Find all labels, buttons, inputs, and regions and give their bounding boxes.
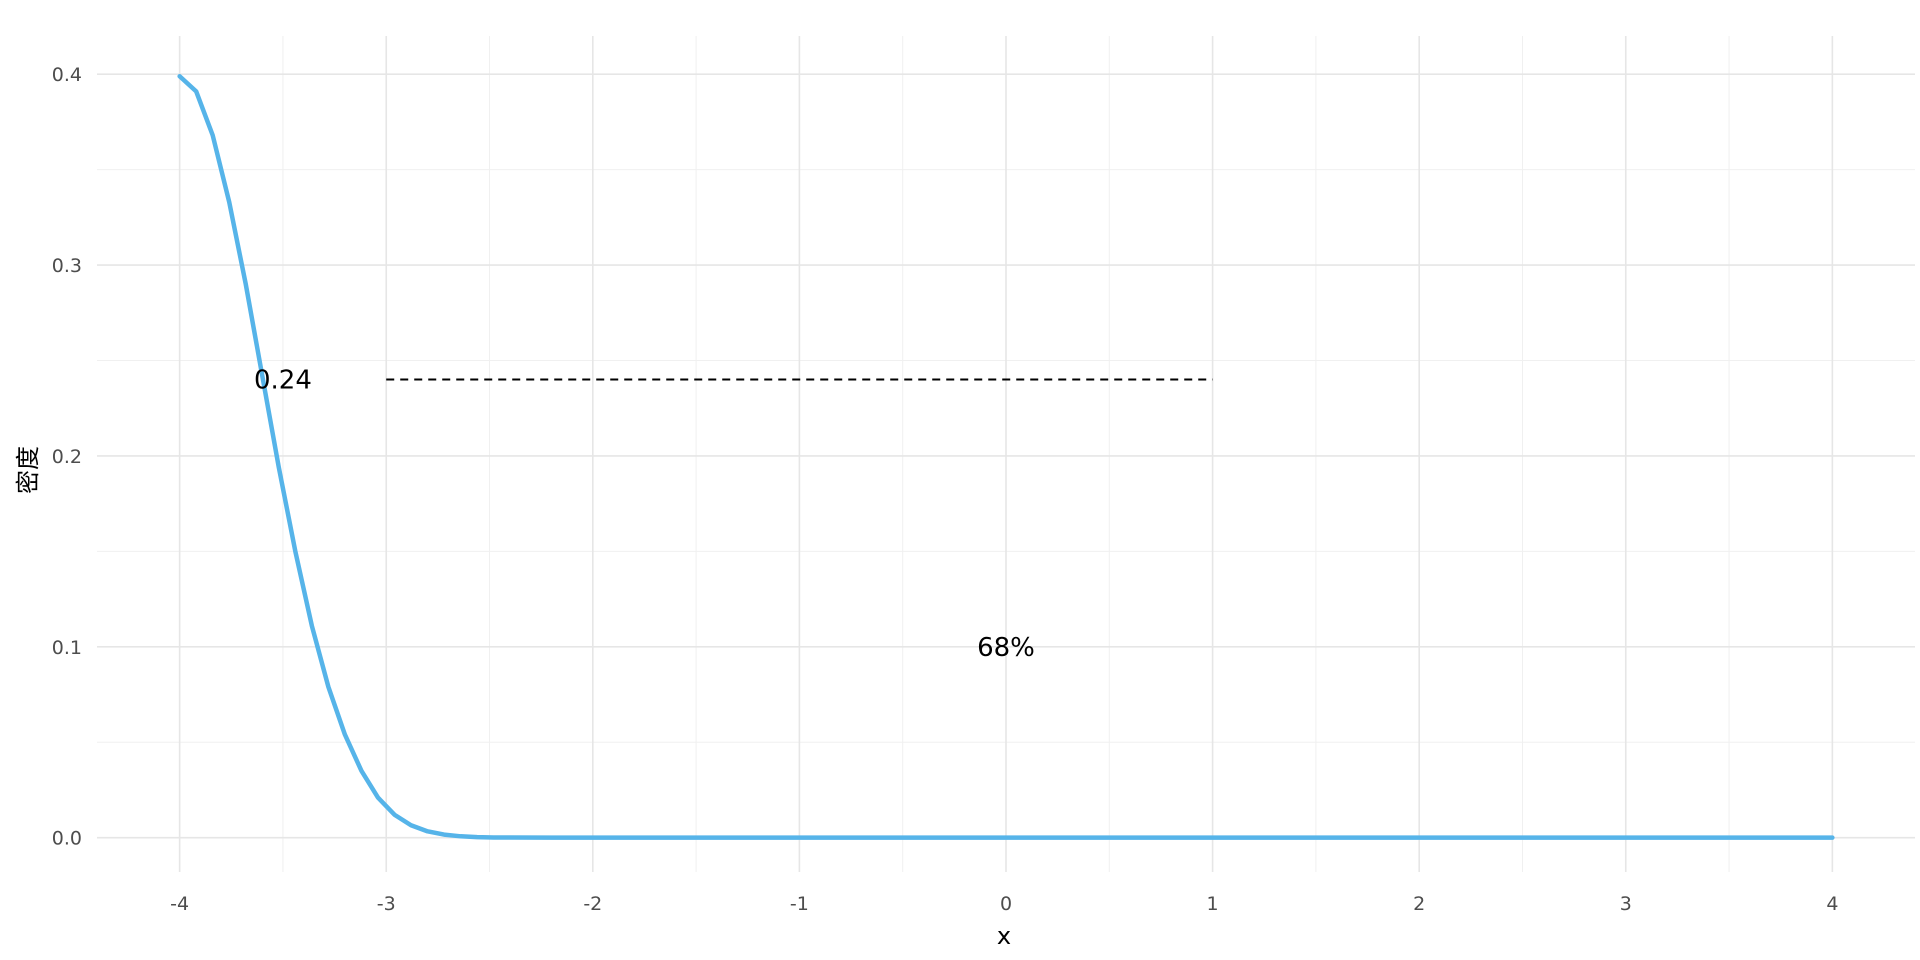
annotation-label: 0.24 <box>254 366 312 396</box>
x-tick-label: -2 <box>583 893 602 915</box>
x-tick-label: 2 <box>1413 893 1425 915</box>
x-axis-title: x <box>997 922 1011 950</box>
density-curve <box>177 74 1835 840</box>
x-tick-labels: -4 -3 -2 -1 0 1 2 3 4 <box>170 893 1838 915</box>
x-tick-label: -3 <box>377 893 396 915</box>
x-tick-label: -4 <box>170 893 189 915</box>
y-tick-label: 0.2 <box>52 446 82 468</box>
x-tick-label: 0 <box>1000 893 1012 915</box>
x-tick-label: 4 <box>1826 893 1838 915</box>
x-tick-label: -1 <box>790 893 809 915</box>
y-axis-title: 密度 <box>14 446 42 494</box>
series-layer <box>177 74 1835 840</box>
y-tick-label: 0.4 <box>52 64 82 86</box>
y-tick-label: 0.3 <box>52 255 82 277</box>
major-gridlines <box>97 36 1915 872</box>
y-tick-label: 0.0 <box>52 828 82 850</box>
annotation-layer: 0.24 68% <box>254 366 1213 663</box>
y-tick-label: 0.1 <box>52 637 82 659</box>
y-tick-labels: 0.0 0.1 0.2 0.3 0.4 <box>52 64 82 849</box>
x-tick-label: 1 <box>1207 893 1219 915</box>
x-tick-label: 3 <box>1620 893 1632 915</box>
annotation-label: 68% <box>977 633 1035 663</box>
